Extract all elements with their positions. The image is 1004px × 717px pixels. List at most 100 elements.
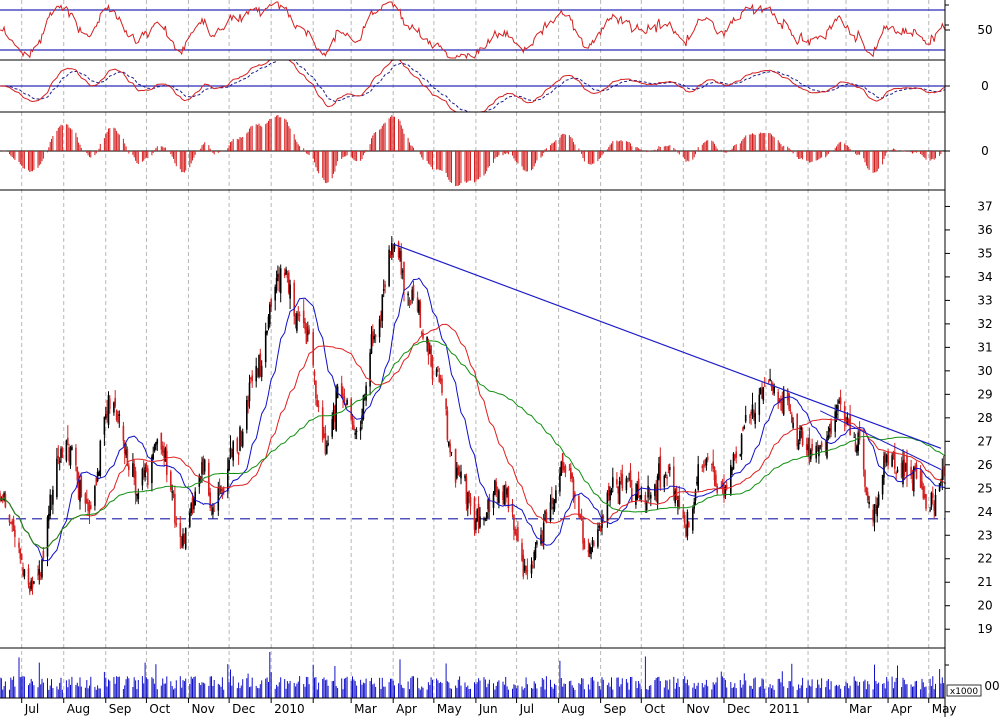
candle-body xyxy=(389,252,392,255)
candle-body xyxy=(640,494,643,500)
candle-body xyxy=(354,432,356,435)
candle-body xyxy=(532,566,534,568)
candle-body xyxy=(384,284,386,288)
price-tick-label: 29 xyxy=(977,387,992,401)
candle-body xyxy=(476,509,478,521)
month-label: Jun xyxy=(478,702,498,716)
candle-body xyxy=(33,581,35,584)
candle-body xyxy=(283,272,286,276)
candle-body xyxy=(61,448,64,458)
candle-body xyxy=(552,507,554,509)
candle-body xyxy=(87,502,89,511)
candle-body xyxy=(203,459,206,472)
candle-body xyxy=(293,282,295,317)
candle-body xyxy=(616,479,618,485)
candle-body xyxy=(38,569,41,575)
candle-body xyxy=(697,464,699,490)
candle-body xyxy=(294,315,297,325)
candle-body xyxy=(919,470,922,488)
month-label: 2010 xyxy=(274,702,305,716)
candle-body xyxy=(542,522,545,543)
candle-body xyxy=(353,425,355,430)
candle-body xyxy=(873,504,876,523)
candle-body xyxy=(561,453,564,470)
candle-body xyxy=(598,525,601,528)
candle-body xyxy=(392,246,394,258)
price-tick-label: 20 xyxy=(977,599,992,613)
candle-body xyxy=(90,505,92,509)
candle-body xyxy=(484,518,487,520)
candle-body xyxy=(445,398,447,410)
candle-body xyxy=(625,478,628,491)
candle-body xyxy=(193,498,195,510)
candle-body xyxy=(563,466,565,471)
candle-body xyxy=(658,463,660,479)
candle-body xyxy=(68,447,70,462)
price-tick-label: 23 xyxy=(977,528,992,542)
candle-body xyxy=(96,471,99,482)
candle-body xyxy=(113,402,115,413)
price-tick-label: 28 xyxy=(977,411,992,425)
candle-body xyxy=(740,434,743,455)
candle-body xyxy=(744,415,747,422)
candle-body xyxy=(3,492,5,501)
candle-body xyxy=(663,475,666,488)
candle-body xyxy=(400,250,403,275)
candle-body xyxy=(664,474,667,476)
candle-body xyxy=(231,449,233,458)
candle-body xyxy=(749,416,751,418)
candle-body xyxy=(731,468,733,471)
candle-body xyxy=(298,314,301,317)
candle-body xyxy=(580,518,583,520)
candle-body xyxy=(856,446,858,453)
candle-body xyxy=(853,437,855,438)
candle-body xyxy=(589,544,591,554)
candle-body xyxy=(536,541,538,545)
candle-body xyxy=(361,415,363,424)
candle-body xyxy=(133,463,135,478)
price-tick-label: 21 xyxy=(977,575,992,589)
candle-body xyxy=(599,526,602,532)
candle-body xyxy=(218,486,221,493)
candle-body xyxy=(815,445,817,459)
candle-body xyxy=(10,522,12,524)
candle-body xyxy=(164,448,167,462)
candle-body xyxy=(866,492,869,501)
candle-body xyxy=(401,270,404,273)
candle-body xyxy=(570,467,572,479)
candle-body xyxy=(858,428,861,441)
candle-body xyxy=(362,395,365,419)
candle-body xyxy=(297,314,300,316)
candle-body xyxy=(639,496,641,497)
candle-body xyxy=(780,401,782,403)
candle-body xyxy=(739,454,742,456)
price-tick-label: 32 xyxy=(977,317,992,331)
candle-body xyxy=(467,492,469,509)
candle-body xyxy=(820,442,823,447)
candle-body xyxy=(602,515,605,520)
candle-body xyxy=(637,478,640,495)
candle-body xyxy=(525,565,527,574)
candle-body xyxy=(189,512,191,527)
candle-body xyxy=(876,505,878,517)
candle-body xyxy=(106,410,108,417)
candle-body xyxy=(380,314,382,321)
candle-body xyxy=(422,332,424,339)
candle-body xyxy=(751,404,754,414)
candle-body xyxy=(608,486,610,496)
candle-body xyxy=(430,345,432,367)
candle-body xyxy=(713,466,716,481)
candle-body xyxy=(526,570,529,572)
candle-body xyxy=(326,445,328,454)
price-tick-label: 24 xyxy=(977,505,992,519)
month-label: Mar xyxy=(849,702,872,716)
candle-body xyxy=(373,335,375,340)
candle-body xyxy=(735,451,737,458)
candle-body xyxy=(915,464,918,479)
price-tick-label: 34 xyxy=(977,270,992,284)
candle-body xyxy=(883,456,885,478)
price-tick-label: 33 xyxy=(977,293,992,307)
candle-body xyxy=(593,541,595,546)
